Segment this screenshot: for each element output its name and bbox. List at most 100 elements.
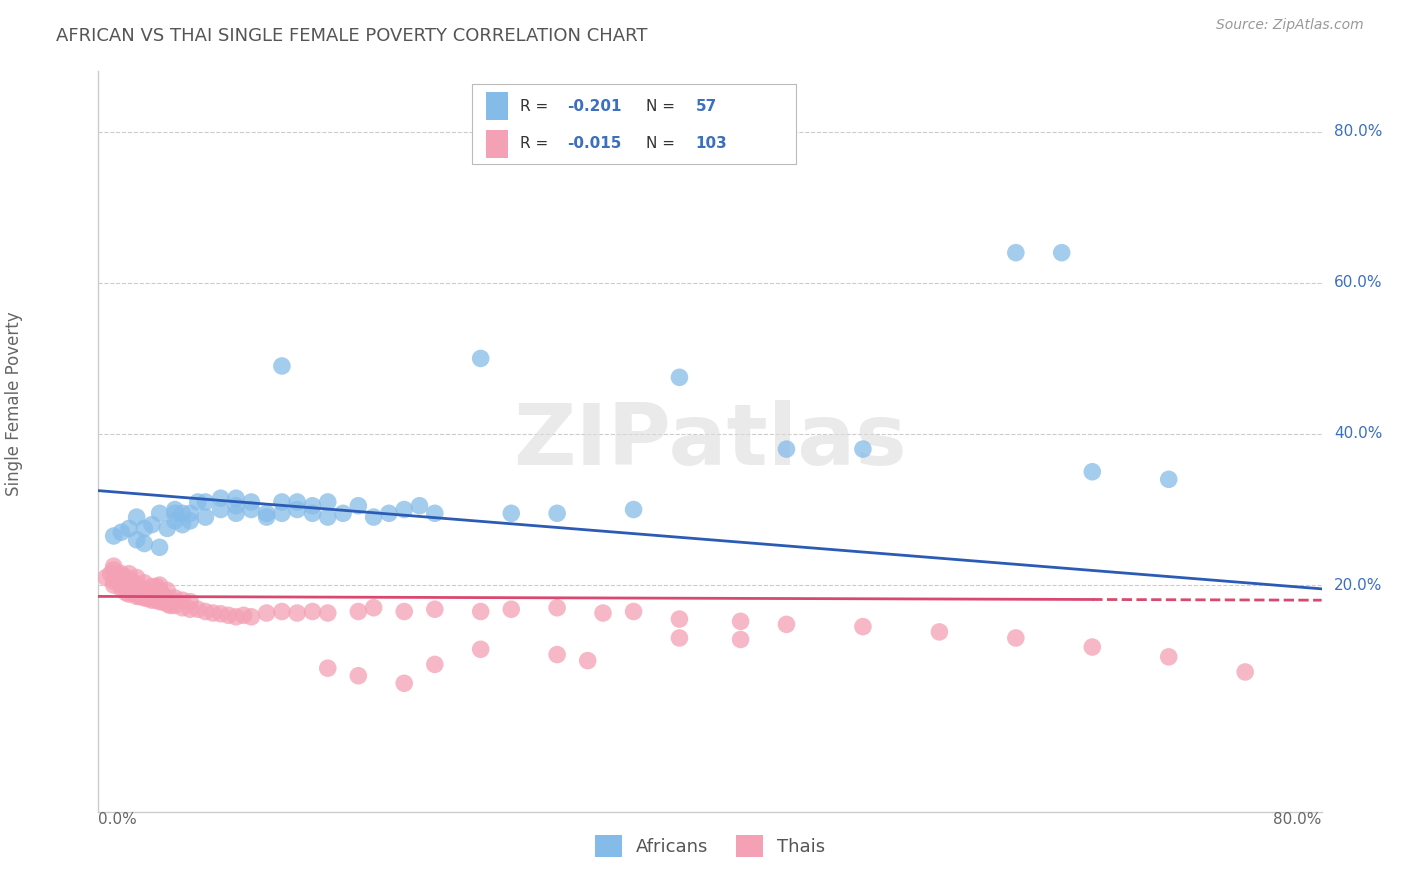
Point (125, 510, 148, 524)
Point (172, 600, 194, 615)
Point (546, 506, 568, 520)
Point (256, 506, 278, 520)
Point (128, 590, 150, 604)
Point (470, 642, 492, 657)
Point (149, 595, 172, 609)
Point (125, 570, 148, 584)
Point (316, 606, 339, 620)
Point (470, 351, 492, 366)
Text: Source: ZipAtlas.com: Source: ZipAtlas.com (1216, 18, 1364, 32)
Point (179, 514, 201, 528)
Point (285, 495, 308, 509)
Point (145, 580, 167, 594)
Point (134, 521, 156, 535)
Point (115, 570, 138, 584)
Point (129, 583, 152, 598)
Point (110, 570, 132, 584)
Point (110, 525, 132, 540)
Text: -0.015: -0.015 (567, 136, 621, 152)
Point (163, 591, 186, 605)
Point (172, 593, 194, 607)
Point (423, 506, 446, 520)
Point (103, 529, 125, 543)
Point (118, 582, 141, 596)
Point (125, 533, 148, 547)
Point (316, 495, 339, 509)
Point (730, 615, 752, 629)
Point (225, 491, 247, 506)
Text: -0.201: -0.201 (567, 99, 621, 114)
Point (145, 587, 167, 601)
Point (194, 495, 217, 509)
Point (118, 566, 141, 581)
Point (105, 566, 128, 581)
Text: 0.0%: 0.0% (98, 812, 138, 827)
Point (141, 580, 163, 594)
Point (134, 582, 156, 596)
Point (209, 491, 232, 506)
Text: N =: N = (647, 136, 681, 152)
Point (138, 591, 160, 606)
Point (1050, 245, 1073, 260)
Point (775, 442, 797, 456)
Point (103, 578, 125, 592)
Point (121, 580, 143, 594)
Point (301, 499, 323, 513)
Point (179, 506, 201, 520)
Text: ZIPatlas: ZIPatlas (513, 400, 907, 483)
Point (202, 606, 225, 620)
Point (225, 506, 247, 520)
Point (623, 605, 645, 619)
Point (256, 606, 278, 620)
Point (112, 580, 135, 594)
Point (363, 600, 385, 615)
Point (163, 502, 186, 516)
Bar (486, 92, 508, 120)
Point (852, 442, 875, 456)
Point (134, 591, 156, 605)
Point (149, 506, 172, 520)
Point (347, 499, 370, 513)
Point (149, 578, 172, 592)
Point (546, 648, 568, 662)
Point (194, 510, 217, 524)
Point (110, 582, 132, 596)
Point (115, 585, 138, 599)
Point (470, 605, 492, 619)
Point (100, 566, 122, 581)
Point (134, 587, 156, 601)
Point (152, 595, 174, 609)
Point (623, 502, 645, 516)
Text: AFRICAN VS THAI SINGLE FEMALE POVERTY CORRELATION CHART: AFRICAN VS THAI SINGLE FEMALE POVERTY CO… (56, 27, 648, 45)
Bar (486, 130, 508, 158)
Point (1234, 665, 1257, 679)
Point (172, 506, 194, 520)
Point (1004, 631, 1026, 645)
Text: 103: 103 (696, 136, 727, 152)
Point (152, 587, 174, 601)
Point (118, 521, 141, 535)
Point (141, 593, 163, 607)
Point (392, 676, 416, 690)
Point (270, 506, 292, 520)
Point (115, 578, 138, 592)
Point (107, 574, 129, 589)
Point (225, 499, 247, 513)
Point (240, 495, 263, 509)
Text: R =: R = (520, 99, 554, 114)
Text: 20.0%: 20.0% (1334, 578, 1382, 592)
Point (118, 587, 141, 601)
Point (501, 506, 523, 520)
Point (270, 495, 292, 509)
Point (501, 602, 523, 616)
Point (301, 506, 323, 520)
Point (378, 506, 401, 520)
Point (852, 619, 875, 633)
Point (179, 602, 201, 616)
Point (121, 574, 143, 589)
Point (149, 584, 172, 599)
Text: Single Female Poverty: Single Female Poverty (6, 311, 24, 496)
Point (217, 608, 239, 623)
Point (668, 370, 690, 384)
Point (316, 510, 339, 524)
